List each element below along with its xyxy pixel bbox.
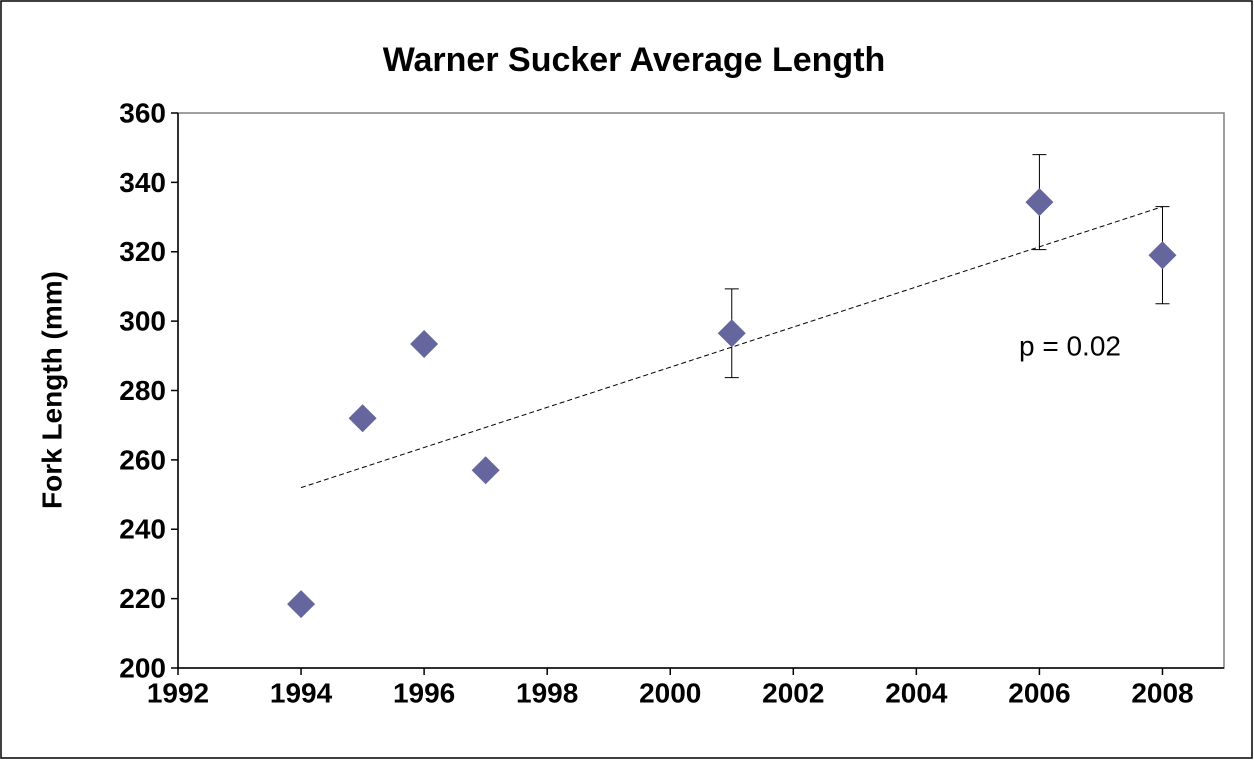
annotation: p = 0.02 — [1019, 330, 1121, 361]
x-tick-label: 1998 — [516, 677, 578, 708]
y-tick-label: 280 — [119, 375, 166, 406]
marker — [1025, 188, 1054, 217]
y-tick-label: 360 — [119, 97, 166, 128]
marker — [717, 319, 746, 348]
trendline — [300, 206, 1163, 489]
marker — [410, 330, 439, 359]
marker — [287, 590, 316, 619]
y-tick-label: 340 — [119, 167, 166, 198]
marker — [471, 456, 500, 485]
y-tick-label: 220 — [119, 583, 166, 614]
x-tick-label: 2004 — [885, 677, 948, 708]
y-tick-label: 300 — [119, 306, 166, 337]
x-tick-label: 1996 — [393, 677, 455, 708]
marker — [1148, 241, 1177, 270]
y-tick-label: 260 — [119, 444, 166, 475]
x-tick-label: 1994 — [270, 677, 333, 708]
x-tick-label: 1992 — [147, 677, 209, 708]
x-tick-label: 2000 — [639, 677, 701, 708]
chart-title: Warner Sucker Average Length — [383, 41, 886, 79]
marker — [348, 404, 377, 433]
y-tick-label: 240 — [119, 514, 166, 545]
x-tick-label: 2006 — [1008, 677, 1070, 708]
y-tick-label: 200 — [119, 652, 166, 683]
y-tick-label: 320 — [119, 236, 166, 267]
x-tick-label: 2008 — [1131, 677, 1193, 708]
x-tick-label: 2002 — [762, 677, 824, 708]
y-axis-label: Fork Length (mm) — [36, 271, 67, 509]
